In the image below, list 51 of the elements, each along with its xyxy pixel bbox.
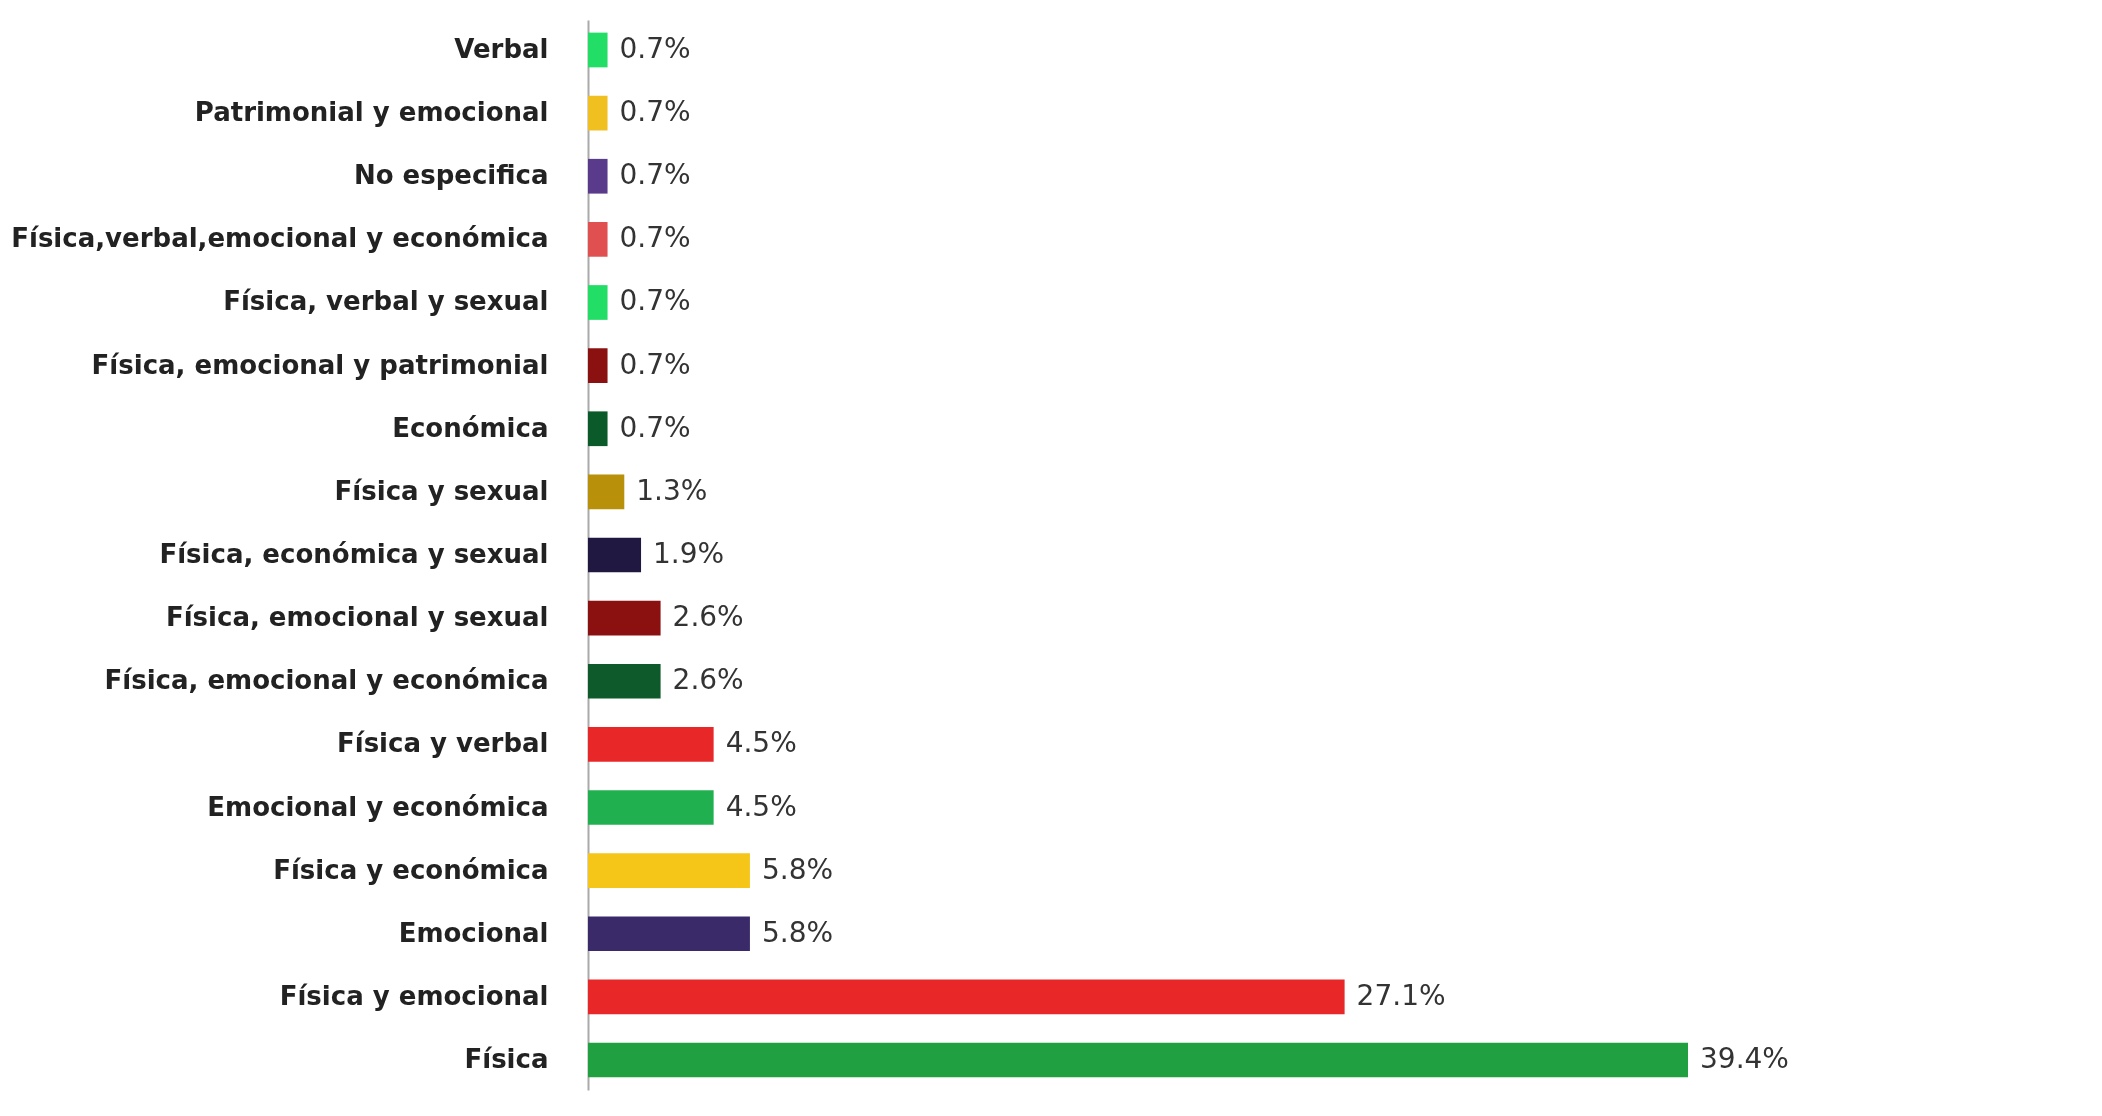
bar	[588, 411, 608, 447]
y-tick-label: Emocional y económica	[207, 791, 549, 822]
y-tick-label: Emocional	[398, 917, 549, 948]
bar	[588, 916, 750, 952]
data-label: 0.7%	[619, 221, 691, 255]
y-tick-label: Física y económica	[273, 854, 549, 885]
bar	[588, 32, 608, 68]
y-tick-label: Física y verbal	[336, 728, 549, 759]
bar	[588, 222, 608, 257]
bar	[588, 853, 750, 888]
data-label: 4.5%	[725, 789, 797, 823]
bar	[588, 979, 1345, 1015]
bar	[588, 663, 661, 699]
data-label: 39.4%	[1700, 1042, 1789, 1076]
y-tick-label: Económica	[392, 412, 549, 443]
bar	[588, 790, 714, 825]
y-tick-label: Física	[464, 1044, 549, 1075]
y-tick-label: Física, emocional y sexual	[165, 602, 549, 633]
y-tick-label: Física y sexual	[334, 475, 549, 506]
y-tick-label: Física, emocional y patrimonial	[91, 349, 549, 380]
bar	[588, 727, 714, 762]
bar	[588, 474, 625, 510]
bar	[588, 285, 608, 320]
data-label: 2.6%	[672, 663, 744, 697]
data-label: 0.7%	[619, 410, 691, 444]
y-tick-label: Física, verbal y sexual	[223, 286, 549, 317]
bar	[588, 158, 608, 194]
y-tick-label: Física,verbal,emocional y económica	[11, 223, 549, 254]
data-label: 0.7%	[619, 31, 691, 65]
data-label: 0.7%	[619, 347, 691, 381]
bar	[588, 348, 608, 383]
y-tick-label: Física, emocional y económica	[104, 665, 549, 696]
bar	[588, 1042, 1688, 1078]
data-label: 2.6%	[672, 600, 744, 634]
data-label: 0.7%	[619, 284, 691, 318]
bar	[588, 95, 608, 131]
bar	[588, 537, 642, 573]
data-label: 4.5%	[725, 726, 797, 760]
data-label: 0.7%	[619, 95, 691, 129]
y-tick-label: No especifica	[353, 160, 549, 191]
data-label: 5.8%	[761, 915, 834, 949]
y-tick-label: Verbal	[454, 33, 549, 64]
data-label: 27.1%	[1356, 978, 1446, 1012]
data-label: 1.9%	[653, 537, 725, 570]
y-tick-label: Patrimonial y emocional	[194, 97, 549, 128]
data-label: 1.3%	[636, 473, 708, 507]
data-label: 5.8%	[761, 852, 834, 886]
y-tick-label: Física, económica y sexual	[159, 539, 549, 569]
y-tick-label: Física y emocional	[279, 980, 549, 1011]
data-label: 0.7%	[619, 158, 691, 192]
bar	[588, 600, 661, 636]
